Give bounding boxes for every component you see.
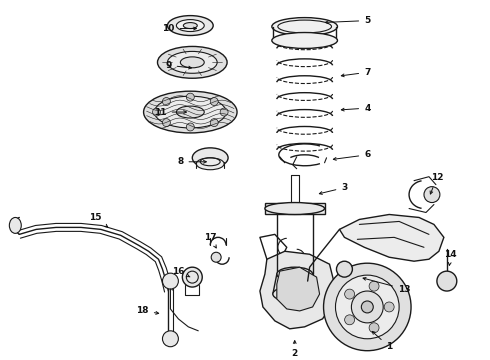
Text: 15: 15 (89, 213, 108, 227)
Text: 2: 2 (292, 341, 298, 358)
Text: 11: 11 (154, 108, 187, 117)
Circle shape (152, 108, 161, 116)
Circle shape (344, 315, 355, 325)
Text: 16: 16 (172, 267, 190, 277)
Text: 9: 9 (165, 61, 192, 70)
Ellipse shape (9, 217, 21, 233)
Circle shape (369, 323, 379, 333)
Ellipse shape (277, 267, 313, 281)
Circle shape (361, 301, 373, 313)
Text: 12: 12 (430, 173, 443, 194)
Text: 18: 18 (136, 306, 159, 315)
Circle shape (211, 252, 221, 262)
Text: 1: 1 (372, 332, 392, 351)
Text: 7: 7 (342, 68, 370, 77)
Text: 3: 3 (319, 183, 347, 194)
Circle shape (182, 267, 202, 287)
Circle shape (186, 93, 195, 101)
Ellipse shape (180, 57, 204, 68)
Circle shape (424, 186, 440, 203)
Text: 13: 13 (363, 278, 410, 293)
Ellipse shape (168, 51, 217, 73)
Circle shape (186, 123, 195, 131)
Polygon shape (260, 251, 335, 329)
Ellipse shape (192, 148, 228, 168)
Text: 10: 10 (162, 24, 196, 33)
Text: 8: 8 (177, 157, 206, 166)
Circle shape (220, 108, 228, 116)
Ellipse shape (272, 18, 338, 36)
Circle shape (384, 302, 394, 312)
Ellipse shape (265, 203, 324, 215)
Ellipse shape (272, 32, 338, 49)
Ellipse shape (168, 15, 213, 36)
Circle shape (344, 289, 355, 299)
Circle shape (210, 119, 218, 127)
Text: 6: 6 (333, 150, 370, 160)
Ellipse shape (176, 106, 204, 118)
Polygon shape (265, 203, 324, 215)
Ellipse shape (273, 286, 317, 302)
Polygon shape (277, 267, 319, 311)
Circle shape (163, 273, 178, 289)
Text: 17: 17 (204, 233, 217, 248)
Circle shape (336, 275, 399, 339)
Circle shape (323, 263, 411, 351)
Circle shape (162, 119, 171, 127)
Circle shape (163, 331, 178, 347)
Circle shape (210, 98, 218, 105)
Circle shape (337, 261, 352, 277)
Ellipse shape (157, 46, 227, 78)
Ellipse shape (176, 19, 204, 32)
Ellipse shape (154, 96, 226, 128)
Ellipse shape (196, 158, 224, 170)
Text: 14: 14 (444, 250, 457, 265)
Circle shape (351, 291, 383, 323)
Circle shape (437, 271, 457, 291)
Circle shape (369, 281, 379, 291)
Text: 4: 4 (342, 104, 370, 113)
Ellipse shape (144, 91, 237, 133)
Ellipse shape (183, 23, 197, 28)
Circle shape (162, 98, 171, 105)
Polygon shape (340, 215, 444, 261)
Text: 5: 5 (325, 16, 370, 25)
